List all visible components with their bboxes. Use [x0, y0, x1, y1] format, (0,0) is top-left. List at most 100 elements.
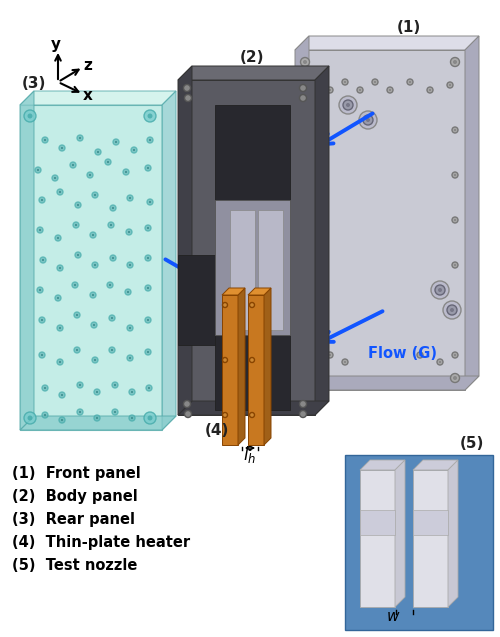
- Polygon shape: [295, 376, 479, 390]
- Polygon shape: [215, 200, 290, 335]
- Circle shape: [148, 415, 152, 420]
- Circle shape: [147, 257, 149, 259]
- Circle shape: [57, 297, 59, 299]
- Polygon shape: [20, 105, 162, 430]
- Circle shape: [79, 384, 81, 386]
- Circle shape: [300, 373, 310, 382]
- Polygon shape: [178, 255, 220, 345]
- Polygon shape: [162, 91, 176, 430]
- Polygon shape: [222, 288, 245, 295]
- Text: (5): (5): [460, 436, 484, 451]
- Text: (1)  Front panel: (1) Front panel: [12, 466, 141, 481]
- Circle shape: [61, 394, 63, 396]
- Circle shape: [76, 349, 78, 351]
- Circle shape: [112, 257, 114, 259]
- Circle shape: [24, 110, 36, 122]
- Circle shape: [92, 294, 94, 296]
- Circle shape: [61, 147, 63, 149]
- Circle shape: [127, 195, 133, 201]
- Circle shape: [94, 264, 96, 266]
- Text: y: y: [51, 36, 61, 52]
- Circle shape: [57, 189, 63, 195]
- Circle shape: [449, 84, 451, 86]
- Polygon shape: [178, 66, 329, 80]
- Circle shape: [339, 96, 357, 114]
- Circle shape: [452, 352, 458, 358]
- Circle shape: [429, 89, 431, 91]
- Polygon shape: [413, 470, 448, 607]
- Circle shape: [109, 347, 115, 353]
- Circle shape: [94, 415, 100, 421]
- Polygon shape: [20, 416, 176, 430]
- Circle shape: [89, 174, 91, 176]
- Circle shape: [74, 312, 80, 318]
- Circle shape: [250, 303, 254, 308]
- Circle shape: [145, 165, 151, 171]
- Circle shape: [346, 103, 350, 107]
- Circle shape: [435, 285, 445, 295]
- Circle shape: [149, 201, 151, 203]
- Circle shape: [128, 231, 130, 233]
- Circle shape: [453, 60, 457, 64]
- Circle shape: [42, 385, 48, 391]
- Text: $l_h$: $l_h$: [244, 444, 256, 465]
- Circle shape: [447, 305, 457, 315]
- Circle shape: [439, 361, 441, 363]
- Circle shape: [250, 413, 254, 417]
- Circle shape: [300, 410, 306, 417]
- Circle shape: [450, 308, 454, 312]
- Circle shape: [131, 391, 133, 393]
- Circle shape: [94, 194, 96, 196]
- Circle shape: [407, 79, 413, 85]
- Circle shape: [75, 224, 77, 226]
- Circle shape: [300, 401, 306, 408]
- Circle shape: [39, 352, 45, 358]
- Circle shape: [72, 282, 78, 288]
- Circle shape: [184, 85, 190, 92]
- Circle shape: [300, 85, 306, 92]
- Circle shape: [109, 284, 111, 286]
- Circle shape: [324, 129, 326, 131]
- Circle shape: [125, 289, 131, 295]
- Circle shape: [147, 351, 149, 353]
- Circle shape: [146, 385, 152, 391]
- Circle shape: [37, 227, 43, 233]
- Circle shape: [454, 129, 456, 131]
- Circle shape: [77, 254, 79, 256]
- Circle shape: [57, 325, 63, 331]
- Polygon shape: [295, 36, 309, 390]
- Circle shape: [145, 255, 151, 261]
- Polygon shape: [360, 460, 405, 470]
- Circle shape: [145, 317, 151, 323]
- Circle shape: [419, 354, 421, 356]
- Polygon shape: [258, 210, 283, 330]
- FancyBboxPatch shape: [345, 455, 493, 630]
- Polygon shape: [178, 66, 192, 415]
- Circle shape: [329, 89, 331, 91]
- Circle shape: [447, 82, 453, 88]
- Circle shape: [70, 162, 76, 168]
- Circle shape: [42, 259, 44, 261]
- Polygon shape: [215, 335, 290, 410]
- Circle shape: [92, 234, 94, 236]
- Circle shape: [129, 357, 131, 359]
- Circle shape: [55, 235, 61, 241]
- Circle shape: [73, 222, 79, 228]
- Circle shape: [452, 217, 458, 223]
- Circle shape: [44, 139, 46, 141]
- Circle shape: [145, 225, 151, 231]
- Polygon shape: [178, 80, 315, 415]
- Circle shape: [39, 229, 41, 231]
- Circle shape: [366, 118, 370, 122]
- Polygon shape: [248, 288, 271, 295]
- Circle shape: [110, 224, 112, 226]
- Circle shape: [96, 417, 98, 419]
- Circle shape: [109, 315, 115, 321]
- Polygon shape: [465, 36, 479, 390]
- Circle shape: [114, 384, 116, 386]
- Circle shape: [42, 137, 48, 143]
- Circle shape: [94, 389, 100, 395]
- Text: $w$: $w$: [386, 609, 400, 624]
- Circle shape: [115, 141, 117, 143]
- Polygon shape: [360, 470, 395, 607]
